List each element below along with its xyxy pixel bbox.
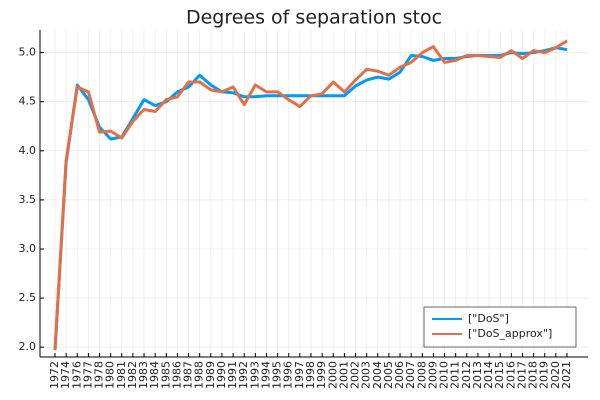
x-tick-label: 2003 (360, 361, 373, 389)
x-tick-label: 2021 (560, 361, 573, 389)
x-tick-label: 1994 (259, 361, 272, 389)
x-tick-label: 1983 (137, 361, 150, 389)
x-tick-label: 2008 (415, 361, 428, 389)
x-tick-label: 1985 (159, 361, 172, 389)
x-tick-label: 2017 (515, 361, 528, 389)
y-tick-label: 4.5 (19, 95, 37, 108)
x-tick-label: 2019 (538, 361, 551, 389)
legend-label: ["DoS_approx"] (468, 327, 552, 340)
x-tick-label: 2015 (493, 361, 506, 389)
x-tick-label: 1990 (215, 361, 228, 389)
x-tick-label: 1972 (48, 361, 61, 389)
x-tick-label: 1977 (81, 361, 94, 389)
y-tick-label: 3.0 (19, 242, 37, 255)
x-tick-label: 2013 (471, 361, 484, 389)
x-tick-label: 1996 (282, 361, 295, 389)
x-tick-label: 1989 (204, 361, 217, 389)
x-tick-label: 1991 (226, 361, 239, 389)
x-tick-label: 2009 (426, 361, 439, 389)
x-tick-label: 2001 (337, 361, 350, 389)
chart-title: Degrees of separation stoc (186, 7, 442, 29)
x-tick-label: 1995 (271, 361, 284, 389)
x-tick-label: 1980 (104, 361, 117, 389)
legend-box (423, 306, 577, 348)
x-tick-label: 1999 (315, 361, 328, 389)
x-tick-label: 1998 (304, 361, 317, 389)
x-tick-label: 2018 (527, 361, 540, 389)
x-tick-label: 2006 (393, 361, 406, 389)
x-tick-label: 1974 (59, 361, 72, 389)
x-tick-label: 2016 (504, 361, 517, 389)
x-tick-label: 2020 (549, 361, 562, 389)
x-tick-label: 2011 (449, 361, 462, 389)
line-series (53, 39, 568, 351)
x-tick-label: 1986 (170, 361, 183, 389)
x-tick-label: 2010 (438, 361, 451, 389)
x-tick-label: 1981 (115, 361, 128, 389)
y-tick-label: 4.0 (19, 144, 37, 157)
y-tick-label: 5.0 (19, 46, 37, 59)
x-tick-label: 1993 (248, 361, 261, 389)
x-tick-label: 2012 (460, 361, 473, 389)
x-tick-label: 2014 (482, 361, 495, 389)
x-tick-label: 1997 (293, 361, 306, 389)
y-tick-label: 3.5 (19, 193, 37, 206)
x-tick-label: 1982 (126, 361, 139, 389)
x-tick-label: 2002 (349, 361, 362, 389)
x-tick-label: 1992 (237, 361, 250, 389)
y-tick-label: 2.0 (19, 340, 37, 353)
x-tick-label: 2000 (326, 361, 339, 389)
x-tick-label: 1976 (70, 361, 83, 389)
y-tick-label: 2.5 (19, 291, 37, 304)
x-tick-label: 2007 (404, 361, 417, 389)
x-tick-label: 2004 (371, 361, 384, 389)
x-tick-label: 1987 (182, 361, 195, 389)
x-tick-label: 1984 (148, 361, 161, 389)
x-tick-label: 1978 (93, 361, 106, 389)
x-tick-label: 1988 (193, 361, 206, 389)
x-tick-label: 2005 (382, 361, 395, 389)
legend-label: ["DoS"] (468, 312, 509, 325)
